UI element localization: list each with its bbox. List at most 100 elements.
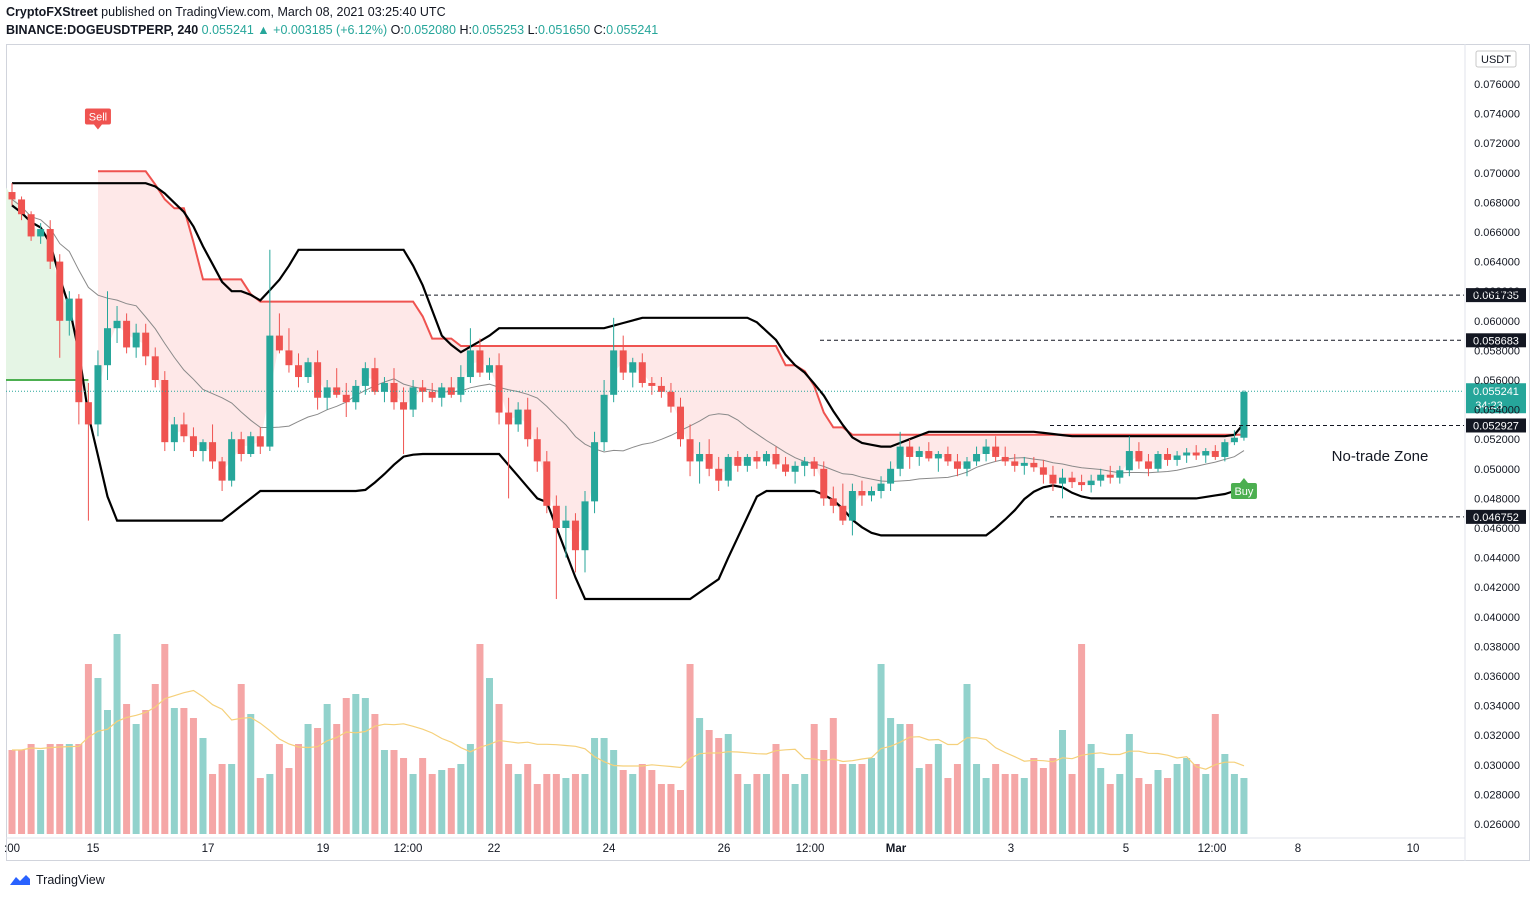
candle[interactable] — [1221, 439, 1229, 462]
candle[interactable] — [705, 439, 713, 477]
candle[interactable] — [113, 306, 121, 343]
candle[interactable] — [724, 454, 732, 487]
footer-brand[interactable]: TradingView — [36, 873, 105, 887]
candle[interactable] — [638, 353, 646, 388]
candle[interactable] — [1183, 448, 1191, 463]
tradingview-logo-icon[interactable] — [8, 873, 32, 887]
candle[interactable] — [925, 442, 933, 462]
candle[interactable] — [1106, 465, 1114, 484]
candle[interactable] — [323, 380, 331, 410]
candle[interactable] — [237, 431, 245, 462]
candle[interactable] — [266, 249, 274, 452]
candle[interactable] — [820, 461, 828, 506]
candle[interactable] — [304, 357, 312, 383]
candle[interactable] — [514, 402, 522, 432]
candle[interactable] — [1125, 436, 1133, 477]
candle[interactable] — [409, 380, 417, 417]
candle[interactable] — [973, 446, 981, 466]
candle[interactable] — [132, 323, 140, 358]
candle[interactable] — [1059, 468, 1066, 499]
candle[interactable] — [734, 451, 742, 472]
candle[interactable] — [581, 491, 589, 573]
candle[interactable] — [600, 380, 608, 452]
candle[interactable] — [953, 454, 961, 477]
candle[interactable] — [466, 328, 474, 383]
candle[interactable] — [657, 377, 665, 398]
candle[interactable] — [686, 424, 694, 477]
candle[interactable] — [762, 451, 770, 466]
candle[interactable] — [810, 456, 818, 477]
candle[interactable] — [1230, 430, 1238, 446]
candle[interactable] — [1164, 448, 1172, 466]
candle[interactable] — [591, 431, 599, 514]
candle[interactable] — [992, 436, 1000, 462]
candle[interactable] — [8, 183, 16, 206]
candle[interactable] — [877, 476, 885, 499]
candle[interactable] — [1087, 474, 1095, 493]
candle[interactable] — [677, 397, 684, 447]
candle[interactable] — [1173, 451, 1181, 466]
candle[interactable] — [1078, 474, 1086, 491]
candle[interactable] — [438, 382, 446, 407]
publisher-name[interactable]: CryptoFXStreet — [6, 5, 98, 19]
candle[interactable] — [1144, 454, 1152, 477]
candle[interactable] — [361, 362, 369, 395]
candle[interactable] — [524, 397, 532, 447]
candle[interactable] — [1049, 465, 1057, 491]
candle[interactable] — [400, 387, 408, 454]
candle[interactable] — [1097, 468, 1105, 487]
candle[interactable] — [285, 328, 293, 373]
candle[interactable] — [1211, 445, 1219, 460]
candle[interactable] — [371, 357, 379, 395]
candle[interactable] — [1116, 465, 1124, 484]
candle[interactable] — [1202, 448, 1210, 463]
candle[interactable] — [1039, 459, 1047, 484]
candle[interactable] — [199, 439, 207, 462]
candle[interactable] — [37, 223, 45, 244]
candle[interactable] — [782, 456, 790, 477]
candle[interactable] — [906, 439, 914, 469]
candle[interactable] — [610, 317, 618, 403]
candle[interactable] — [963, 456, 971, 477]
candle[interactable] — [486, 357, 493, 380]
candle[interactable] — [275, 313, 283, 354]
candle[interactable] — [342, 382, 350, 417]
candle[interactable] — [27, 211, 35, 241]
candle[interactable] — [170, 417, 178, 452]
candle[interactable] — [858, 480, 866, 506]
candle[interactable] — [868, 486, 875, 502]
candle[interactable] — [495, 353, 503, 425]
candle[interactable] — [753, 451, 761, 469]
candle[interactable] — [295, 353, 302, 388]
candle[interactable] — [151, 347, 159, 388]
candle[interactable] — [247, 431, 255, 457]
candle[interactable] — [944, 446, 952, 466]
candle[interactable] — [352, 380, 360, 410]
candle[interactable] — [228, 431, 236, 487]
candle[interactable] — [1135, 442, 1143, 469]
candle[interactable] — [772, 446, 780, 469]
candle[interactable] — [791, 461, 799, 484]
candle[interactable] — [505, 397, 513, 499]
candle[interactable] — [256, 427, 264, 454]
candle[interactable] — [1011, 454, 1019, 472]
candle[interactable] — [562, 505, 570, 558]
candle[interactable] — [648, 377, 656, 395]
candle[interactable] — [1020, 456, 1028, 475]
candle[interactable] — [1068, 471, 1076, 489]
candle[interactable] — [189, 427, 197, 457]
candle[interactable] — [896, 431, 904, 477]
candle[interactable] — [218, 456, 226, 491]
candle[interactable] — [18, 196, 26, 221]
candle[interactable] — [1240, 390, 1248, 441]
candle[interactable] — [533, 427, 541, 472]
candle[interactable] — [209, 424, 217, 469]
candle[interactable] — [801, 456, 809, 477]
candle[interactable] — [56, 254, 64, 358]
candle[interactable] — [65, 291, 73, 336]
candle[interactable] — [419, 380, 427, 403]
candle[interactable] — [457, 365, 465, 403]
candle[interactable] — [619, 335, 627, 380]
candle[interactable] — [180, 412, 188, 443]
